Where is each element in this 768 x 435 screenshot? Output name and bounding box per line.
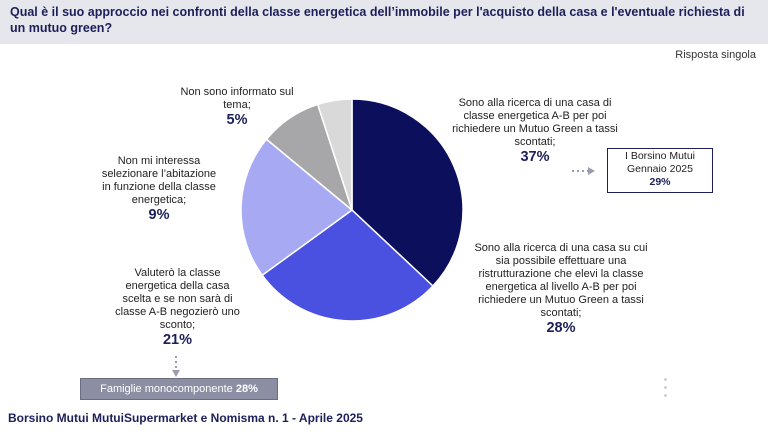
slice-value: 21% xyxy=(162,332,193,348)
slice-label-class-ab: Sono alla ricerca di una casa di classe … xyxy=(452,97,618,164)
callout-value: 29% xyxy=(649,176,671,188)
slice-label-renovation: Sono alla ricerca di una casa su cui sia… xyxy=(471,242,651,335)
slice-label-text: Sono alla ricerca di una casa di classe … xyxy=(452,97,618,148)
header-bar: Qual è il suo approccio nei confronti de… xyxy=(0,0,768,44)
slice-label-text: Non mi interessa selezionare l’abitazion… xyxy=(101,155,217,206)
decorative-dot xyxy=(664,394,667,397)
callout-arrow xyxy=(572,167,595,175)
famiglie-value: 28% xyxy=(235,383,258,395)
slice-value: 28% xyxy=(546,320,576,336)
famiglie-arrow xyxy=(172,356,180,377)
callout-line2: Gennaio 2025 xyxy=(627,163,693,175)
slice-label-text: Non sono informato sul tema; xyxy=(180,86,294,111)
response-type-label: Risposta singola xyxy=(675,49,756,61)
slice-label-text: Sono alla ricerca di una casa su cui sia… xyxy=(474,242,648,319)
slice-value: 37% xyxy=(520,149,550,165)
slice-label-not-informed: Non sono informato sul tema; 5% xyxy=(178,86,296,127)
footer-source: Borsino Mutui MutuiSupermarket e Nomisma… xyxy=(8,411,363,425)
slice-label-negotiate: Valuterò la classe energetica della casa… xyxy=(110,267,245,347)
decorative-dot xyxy=(664,378,667,381)
famiglie-box: Famiglie monocomponente 28% xyxy=(80,378,278,400)
slice-negotiate xyxy=(240,138,354,277)
borsino-callout: I Borsino Mutui Gennaio 2025 29% xyxy=(607,148,713,193)
slice-renovation xyxy=(261,209,434,322)
decorative-dot xyxy=(664,386,667,389)
slice-label-not-interested: Non mi interessa selezionare l’abitazion… xyxy=(100,155,218,222)
callout-line1: I Borsino Mutui xyxy=(624,150,696,162)
slice-value: 5% xyxy=(226,112,248,128)
slice-value: 9% xyxy=(148,207,170,223)
slice-class-ab xyxy=(351,98,464,288)
slice-label-text: Valuterò la classe energetica della casa… xyxy=(115,267,240,331)
famiglie-text: Famiglie monocomponente xyxy=(100,383,233,395)
slice-not-informed xyxy=(316,98,353,211)
page-title: Qual è il suo approccio nei confronti de… xyxy=(10,5,745,35)
